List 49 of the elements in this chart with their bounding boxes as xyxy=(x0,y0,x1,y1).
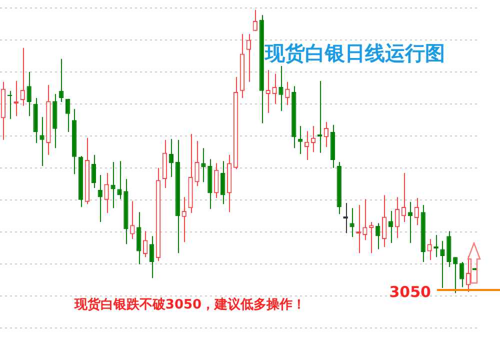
candlestick xyxy=(350,208,354,238)
candlestick xyxy=(440,240,445,289)
candlestick xyxy=(362,198,368,241)
candlestick xyxy=(272,73,277,104)
candlestick xyxy=(59,58,64,102)
candlestick xyxy=(182,196,186,243)
candlestick xyxy=(324,122,329,148)
candlestick xyxy=(466,256,471,292)
candlestick xyxy=(376,222,380,250)
candlestick xyxy=(98,174,102,223)
candlestick xyxy=(168,138,174,178)
candlestick xyxy=(304,130,310,161)
candlestick xyxy=(143,230,148,258)
candlestick xyxy=(298,126,303,155)
candlestick xyxy=(130,200,135,240)
candlestick xyxy=(26,71,32,117)
candlestick xyxy=(414,197,419,226)
candlestick xyxy=(252,9,258,32)
candlestick xyxy=(401,172,406,223)
annotation: 3050 xyxy=(389,282,431,301)
candlestick xyxy=(117,160,122,200)
candlestick xyxy=(382,194,387,248)
candlestick xyxy=(285,81,290,106)
candlestick xyxy=(20,47,25,106)
candlestick xyxy=(310,126,316,153)
candlestick xyxy=(460,261,464,288)
text: 现货白银跌不破3050，建议低多操作！ xyxy=(73,296,306,312)
candlestick xyxy=(278,65,284,112)
candlestick xyxy=(110,161,116,209)
candlestick xyxy=(149,236,154,279)
candlestick xyxy=(136,212,142,265)
candlestick xyxy=(91,154,96,189)
candlestick xyxy=(427,238,432,260)
candlestick xyxy=(369,222,374,254)
candlestick xyxy=(394,196,400,239)
candlestick xyxy=(246,33,252,82)
candlestick xyxy=(388,210,394,244)
candlestick xyxy=(40,116,44,166)
candlestick xyxy=(201,148,206,183)
candlestick xyxy=(446,230,452,268)
candlestick xyxy=(66,98,70,132)
candlestick xyxy=(266,69,270,114)
candlestick xyxy=(214,162,219,198)
text: 现货白银日线运行图 xyxy=(264,41,445,66)
candlestick xyxy=(408,201,412,244)
candlestick xyxy=(453,256,458,294)
candlestick xyxy=(194,140,200,187)
candlestick xyxy=(220,160,226,205)
candlestick xyxy=(104,172,109,214)
